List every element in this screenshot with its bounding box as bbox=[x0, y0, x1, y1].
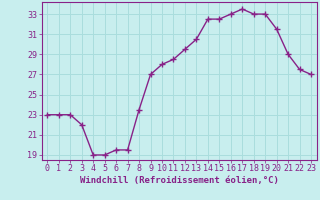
X-axis label: Windchill (Refroidissement éolien,°C): Windchill (Refroidissement éolien,°C) bbox=[80, 176, 279, 185]
